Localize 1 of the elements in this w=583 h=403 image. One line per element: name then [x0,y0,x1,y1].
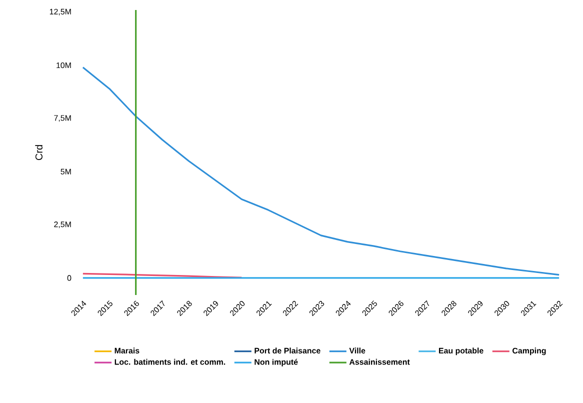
y-axis-title: Crd [35,145,42,160]
